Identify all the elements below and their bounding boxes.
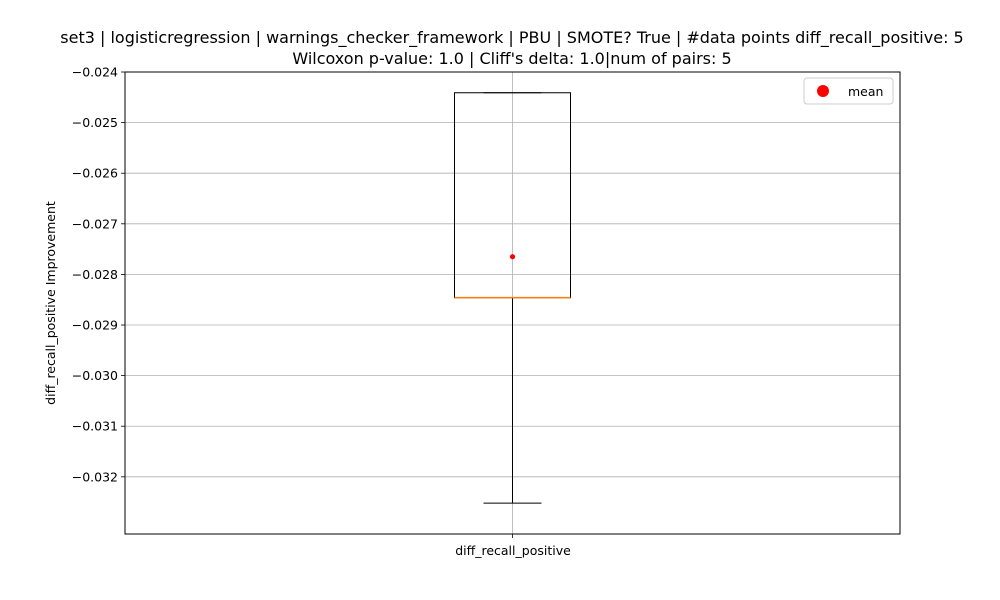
- y-tick-label: −0.025: [72, 115, 118, 130]
- axes: −0.024 −0.025 −0.026 −0.027 −0.028 −0.029 −0.0…: [72, 65, 901, 538]
- chart-title-line-1: set3 | logisticregression | warnings_che…: [60, 28, 963, 48]
- mean-marker: [509, 254, 516, 260]
- y-tick-label: −0.032: [72, 469, 118, 484]
- plot-area: [454, 92, 571, 504]
- y-tick-label: −0.026: [72, 166, 118, 181]
- chart-title-line-2: Wilcoxon p-value: 1.0 | Cliff's delta: 1…: [292, 49, 731, 68]
- y-tick-label: −0.031: [72, 419, 118, 434]
- y-tick-label: −0.030: [72, 368, 118, 383]
- legend-mean-label: mean: [848, 84, 883, 99]
- y-tick-label: −0.024: [72, 65, 118, 80]
- y-axis-label: diff_recall_positive Improvement: [43, 201, 58, 405]
- legend-mean-marker: [817, 85, 829, 97]
- y-tick-label: −0.029: [72, 318, 118, 333]
- y-tick-label: −0.027: [72, 216, 118, 231]
- legend-frame: [803, 77, 894, 105]
- y-tick-label: −0.028: [72, 267, 118, 282]
- plot-frame: [124, 71, 901, 535]
- x-tick-label: diff_recall_positive: [455, 543, 571, 558]
- legend: mean: [803, 77, 894, 105]
